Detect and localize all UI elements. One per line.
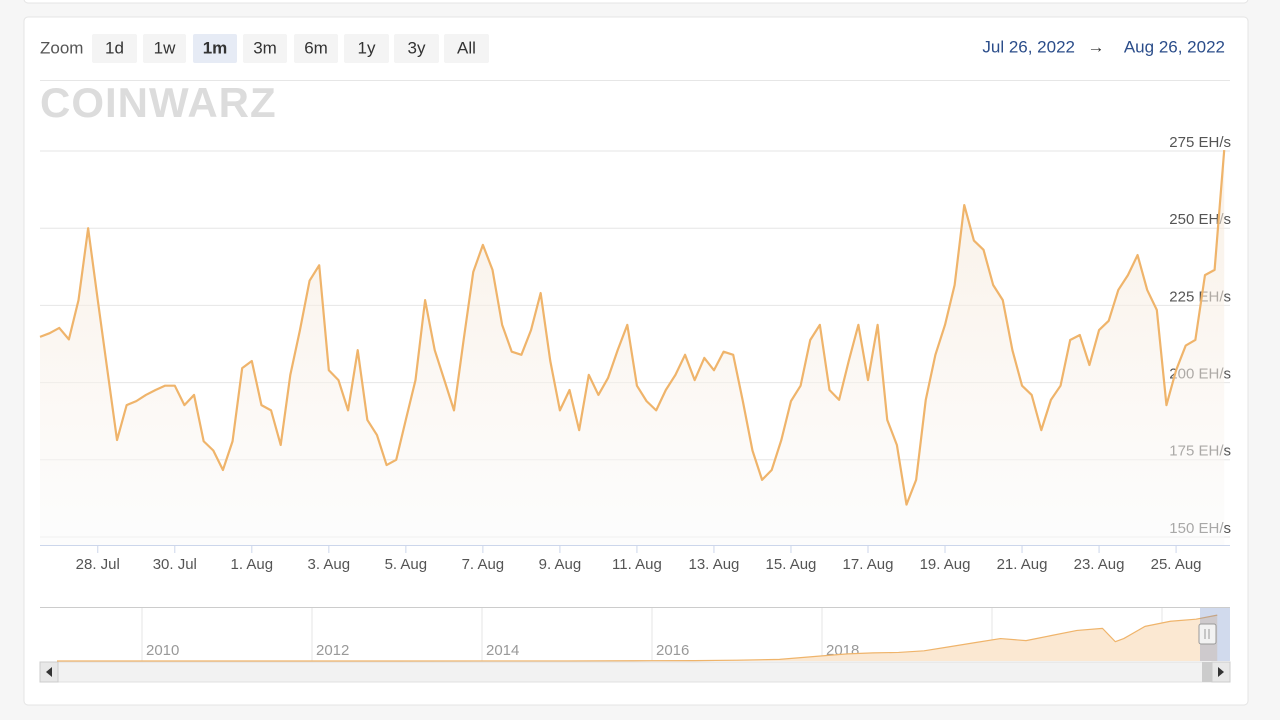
x-tick-label: 15. Aug (766, 556, 817, 573)
zoom-button[interactable] (92, 34, 137, 63)
zoom-button[interactable] (294, 34, 338, 63)
zoom-button-label: 3y (408, 38, 426, 57)
area-fill (57, 615, 1218, 661)
x-tick-label: 30. Jul (153, 556, 197, 573)
x-tick-label: 25. Aug (1151, 556, 1202, 573)
navigator-handle[interactable] (1198, 623, 1217, 645)
zoom-label: Zoom (40, 38, 83, 57)
range-to[interactable]: Aug 26, 2022 (1124, 37, 1225, 56)
x-tick-label: 11. Aug (612, 556, 662, 573)
scrollbar-track[interactable] (39, 661, 1231, 683)
scroll-thumb[interactable] (1202, 662, 1212, 682)
zoom-button[interactable] (243, 34, 287, 63)
zoom-button-label: 3m (253, 38, 277, 57)
x-tick-label: 23. Aug (1074, 556, 1125, 573)
zoom-button-label: 6m (304, 38, 328, 57)
x-tick-label: 19. Aug (920, 556, 971, 573)
range-buttons: 1d 1w 1m 3m 6m 1y 3y All (92, 34, 489, 63)
zoom-button-label: 1m (203, 38, 228, 57)
x-tick-label: 3. Aug (308, 556, 351, 573)
navigator-tick-label: 2012 (316, 642, 349, 659)
zoom-button[interactable] (193, 34, 237, 63)
y-tick-label: 250 EH/s (1169, 211, 1231, 228)
x-tick-label: 17. Aug (843, 556, 894, 573)
watermark: COINWARZ (40, 79, 277, 126)
navigator-tick-label: 2014 (486, 642, 519, 659)
zoom-button-label: 1y (358, 38, 376, 57)
top-card (23, 0, 1249, 4)
navigator-tick-label: 2010 (146, 642, 179, 659)
range-arrow: → (1088, 37, 1105, 56)
zoom-button[interactable] (444, 34, 489, 63)
x-tick-label: 7. Aug (462, 556, 505, 573)
x-tick-label: 5. Aug (385, 556, 428, 573)
x-tick-label: 13. Aug (689, 556, 740, 573)
series-line (57, 614, 1218, 662)
scroll-left-arrow (46, 667, 52, 677)
x-tick-label: 28. Jul (76, 556, 120, 573)
x-tick-label: 1. Aug (231, 556, 274, 573)
scroll-right-arrow (1218, 667, 1224, 677)
zoom-button[interactable] (394, 34, 439, 63)
series-line (39, 150, 1226, 506)
zoom-button-label: All (457, 38, 476, 57)
navigator-tick-label: 2016 (656, 642, 689, 659)
zoom-button-label: 1w (154, 38, 176, 57)
y-tick-label: 275 EH/s (1169, 134, 1231, 151)
zoom-button[interactable] (344, 34, 389, 63)
range-from[interactable]: Jul 26, 2022 (982, 37, 1075, 56)
handle-grip (1204, 629, 1210, 639)
x-tick-label: 9. Aug (539, 556, 582, 573)
x-tick-label: 21. Aug (997, 556, 1048, 573)
area-fill (40, 150, 1225, 545)
zoom-button-label: 1d (105, 38, 124, 57)
zoom-button[interactable] (143, 34, 186, 63)
